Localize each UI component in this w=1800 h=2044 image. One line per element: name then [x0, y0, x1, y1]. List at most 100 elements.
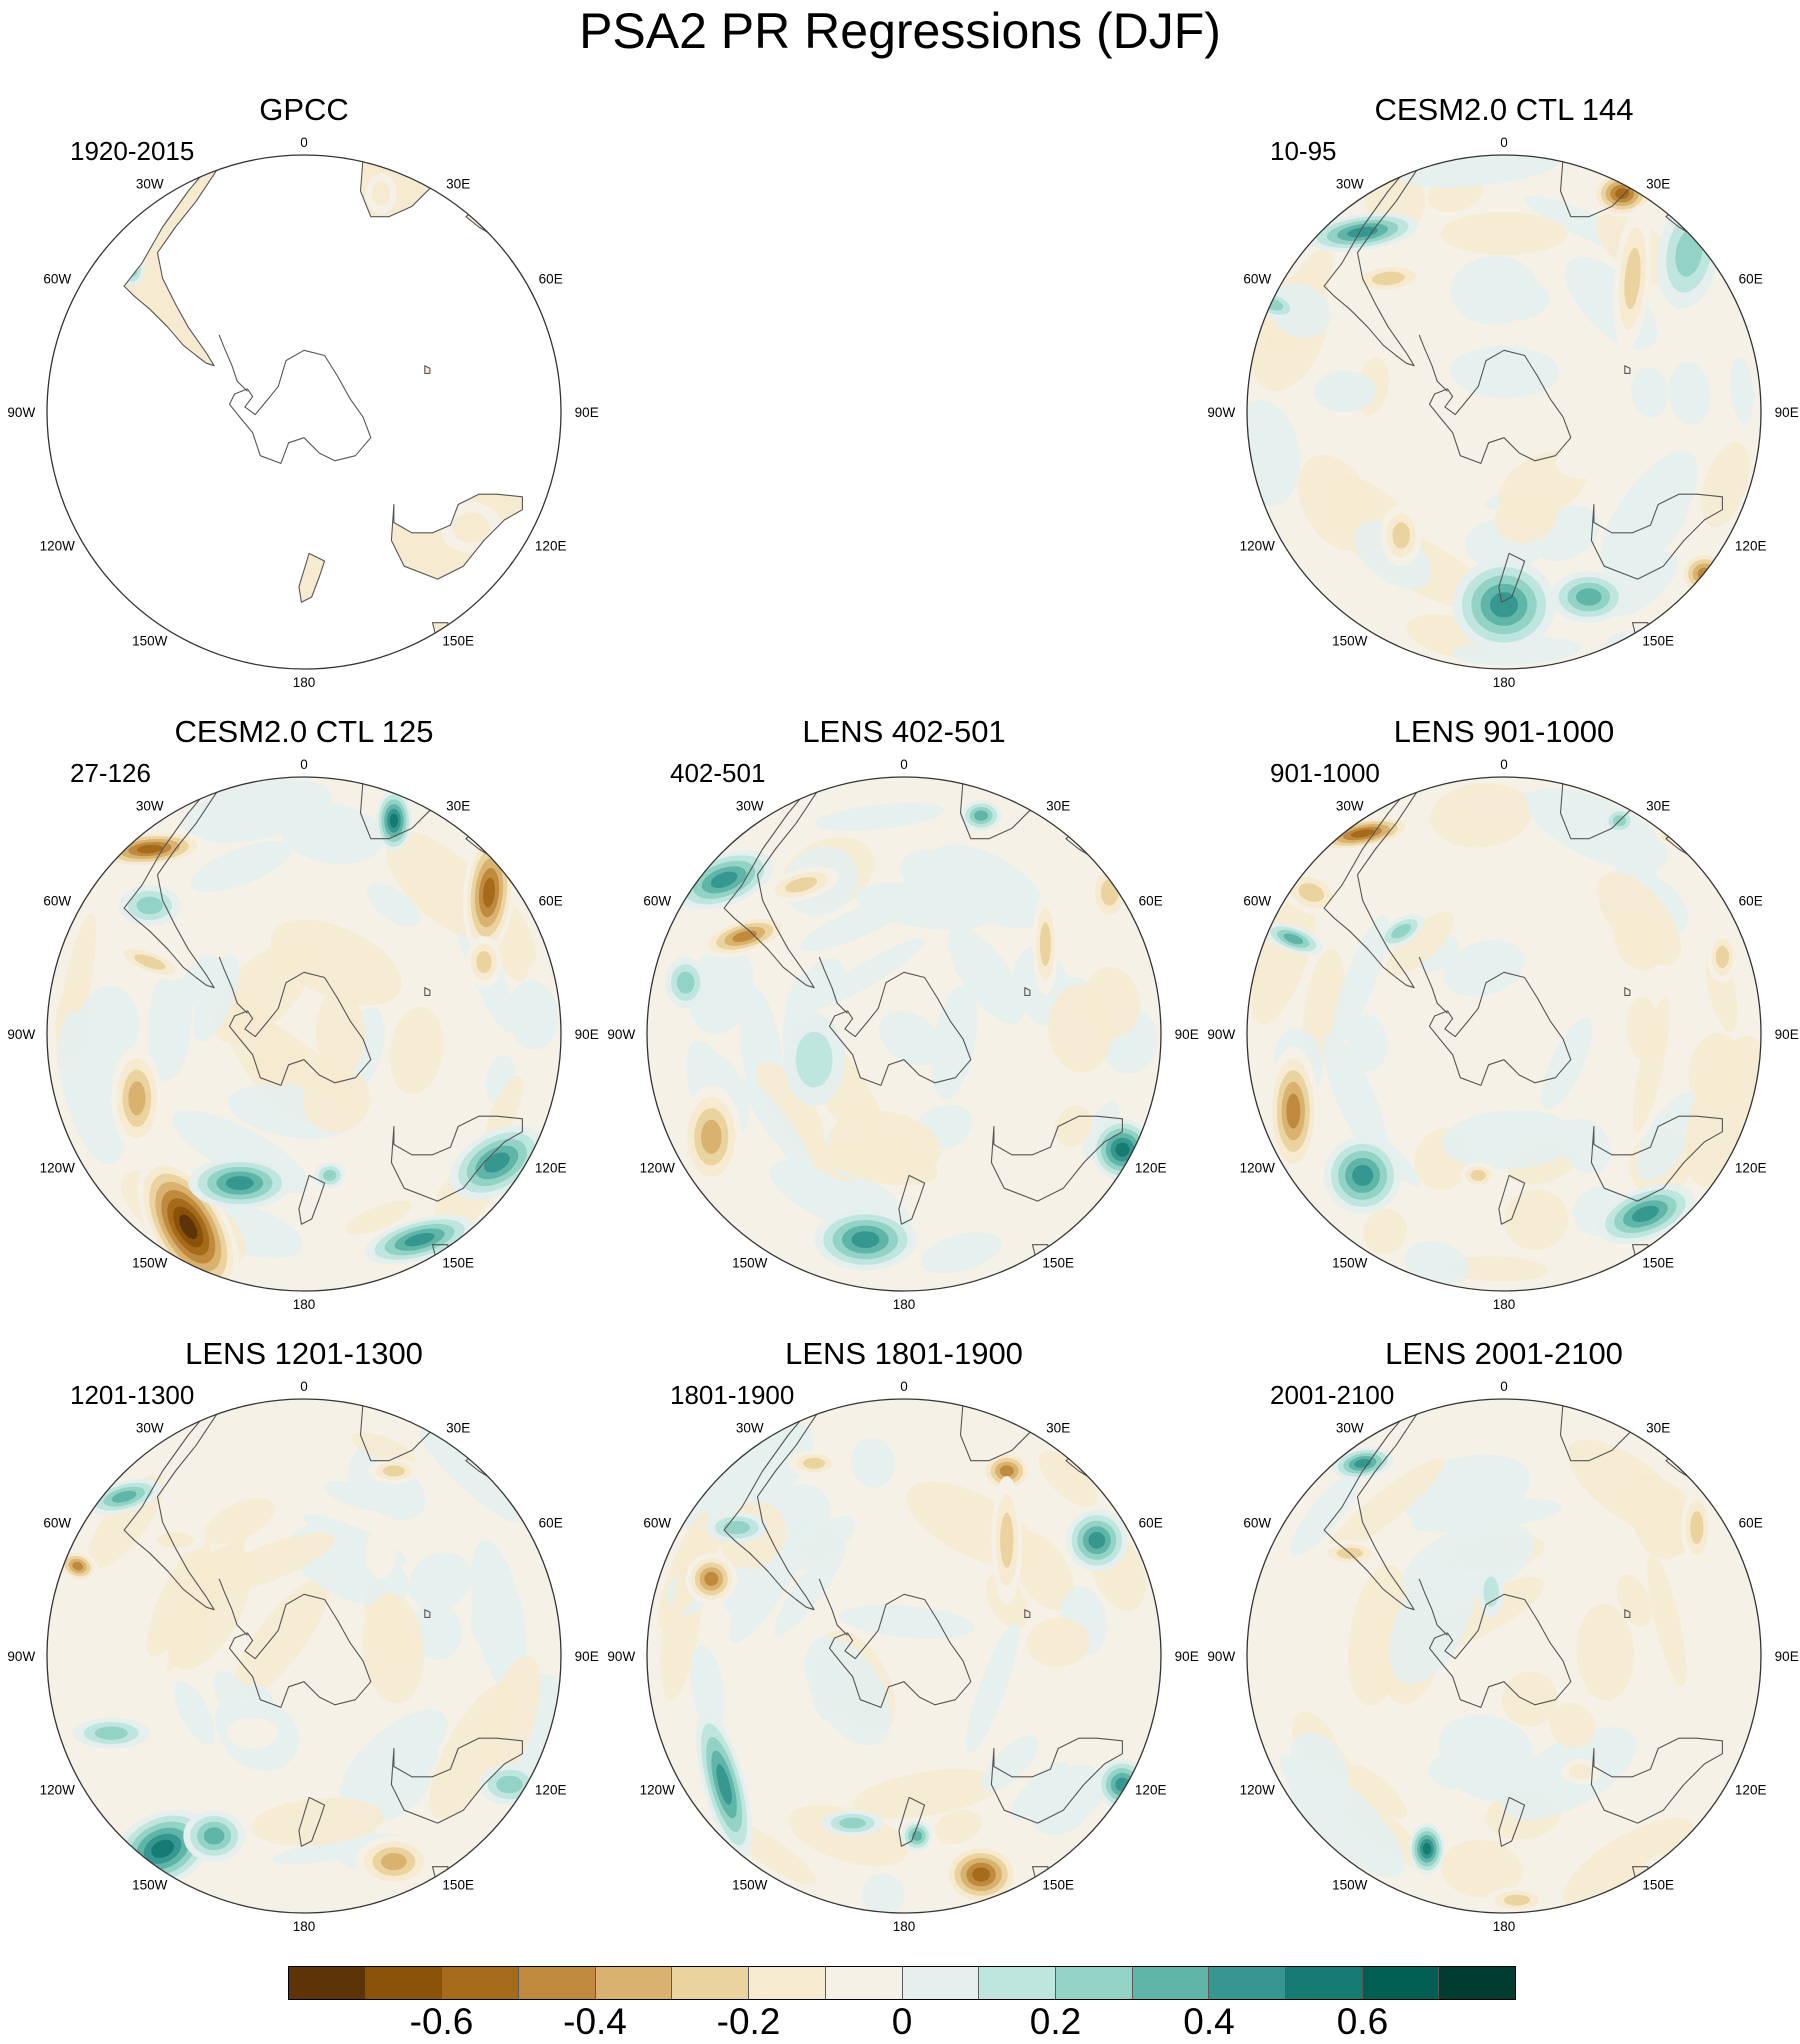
panel-period: 1920-2015	[70, 136, 195, 166]
longitude-label: 60E	[539, 1515, 563, 1530]
longitude-label: 60E	[1739, 1515, 1763, 1530]
polar-map: 0 30E 60E 90E 120E 150E 180 150W 120W 90W 60W 30W	[607, 1379, 1198, 1934]
longitude-label: 90W	[7, 405, 35, 420]
colorbar-swatch	[365, 1967, 443, 1999]
longitude-label: 120W	[1240, 1161, 1276, 1176]
panel-title: LENS 1801-1900	[785, 1336, 1023, 1371]
longitude-label: 120E	[1135, 1783, 1167, 1798]
longitude-label: 60W	[643, 1515, 671, 1530]
longitude-label: 30W	[136, 1420, 164, 1435]
longitude-label: 30W	[1336, 176, 1364, 191]
longitude-label: 60E	[539, 893, 563, 908]
panel-period: 27-126	[70, 758, 151, 788]
colorbar-swatch	[749, 1967, 826, 1999]
longitude-label: 30E	[1646, 176, 1670, 191]
longitude-label: 0	[1500, 757, 1508, 772]
longitude-label: 150W	[1332, 634, 1368, 649]
panel-title: GPCC	[259, 92, 349, 127]
longitude-label: 60W	[43, 1515, 71, 1530]
longitude-label: 90E	[1175, 1027, 1199, 1042]
longitude-label: 0	[900, 757, 908, 772]
longitude-label: 0	[1500, 135, 1508, 150]
map-panel-lens-402-501: LENS 402-501 402-501 0 30E 60E 90E 120E 150E 1…	[607, 714, 1198, 1314]
longitude-label: 30W	[136, 798, 164, 813]
longitude-label: 60E	[1139, 893, 1163, 908]
colorbar-tick-label: -0.2	[716, 2001, 781, 2042]
colorbar-swatch	[519, 1967, 596, 1999]
colorbar	[288, 1966, 1516, 2000]
panel-period: 901-1000	[1270, 758, 1380, 788]
longitude-label: 30E	[446, 798, 470, 813]
longitude-label: 90W	[607, 1027, 635, 1042]
map-panel-lens-1201-1300: LENS 1201-1300 1201-1300 0 30E 60E 90E 120E 1…	[7, 1336, 598, 1936]
longitude-label: 120W	[640, 1783, 676, 1798]
longitude-label: 120E	[535, 1161, 567, 1176]
longitude-label: 60E	[1739, 271, 1763, 286]
longitude-label: 90W	[7, 1027, 35, 1042]
map-panel-lens-901-1000: LENS 901-1000 901-1000 0 30E 60E 90E 120E 150…	[1207, 714, 1798, 1314]
longitude-label: 180	[1493, 1297, 1516, 1312]
longitude-label: 150W	[1332, 1256, 1368, 1271]
longitude-label: 120W	[1240, 1783, 1276, 1798]
longitude-label: 0	[300, 135, 308, 150]
longitude-label: 60W	[1243, 271, 1271, 286]
map-panel-lens-2001-2100: LENS 2001-2100 2001-2100 0 30E 60E 90E 120E 1…	[1207, 1336, 1798, 1936]
longitude-label: 120W	[640, 1161, 676, 1176]
longitude-label: 150E	[1042, 1878, 1074, 1893]
longitude-label: 30W	[736, 798, 764, 813]
polar-map: 0 30E 60E 90E 120E 150E 180 150W 120W 90W 60W 30W	[607, 757, 1198, 1312]
longitude-label: 120W	[40, 1161, 76, 1176]
panel-title: LENS 1201-1300	[185, 1336, 423, 1371]
longitude-label: 60E	[1139, 1515, 1163, 1530]
longitude-label: 90E	[575, 1027, 599, 1042]
colorbar-swatch	[442, 1967, 520, 1999]
longitude-label: 150E	[442, 1878, 474, 1893]
polar-map: 0 30E 60E 90E 120E 150E 180 150W 120W 90W 60W 30W	[7, 757, 598, 1312]
longitude-label: 90E	[1175, 1649, 1199, 1664]
polar-map: 0 30E 60E 90E 120E 150E 180 150W 120W 90W 60W 30W	[7, 1379, 598, 1934]
longitude-label: 90W	[1207, 1649, 1235, 1664]
longitude-label: 90W	[1207, 1027, 1235, 1042]
polar-map: 0 30E 60E 90E 120E 150E 180 150W 120W 90W 60W 30W	[7, 135, 598, 690]
longitude-label: 60W	[43, 271, 71, 286]
colorbar-swatch	[595, 1967, 673, 1999]
longitude-label: 120E	[535, 1783, 567, 1798]
longitude-label: 60W	[1243, 893, 1271, 908]
longitude-label: 150W	[1332, 1878, 1368, 1893]
longitude-label: 180	[1493, 675, 1516, 690]
longitude-label: 150E	[1042, 1256, 1074, 1271]
panel-period: 1801-1900	[670, 1380, 795, 1410]
colorbar-swatch	[902, 1967, 980, 1999]
longitude-label: 150E	[1642, 1256, 1674, 1271]
longitude-label: 90E	[1775, 1649, 1799, 1664]
panel-period: 402-501	[670, 758, 766, 788]
colorbar-tick-label: -0.6	[409, 2001, 474, 2042]
longitude-label: 150W	[732, 1256, 768, 1271]
colorbar-tick-label: 0	[891, 2001, 913, 2042]
colorbar-swatch	[1362, 1967, 1440, 1999]
panel-title: CESM2.0 CTL 125	[174, 714, 434, 749]
polar-map: 0 30E 60E 90E 120E 150E 180 150W 120W 90W 60W 30W	[1207, 1379, 1798, 1934]
longitude-label: 30E	[446, 176, 470, 191]
longitude-label: 30E	[1646, 798, 1670, 813]
colorbar-tick-label: 0.2	[1029, 2001, 1082, 2042]
colorbar-tick-label: 0.4	[1183, 2001, 1235, 2042]
longitude-label: 120E	[535, 539, 567, 554]
longitude-label: 0	[900, 1379, 908, 1394]
longitude-label: 150E	[442, 634, 474, 649]
longitude-label: 120E	[1735, 1161, 1767, 1176]
colorbar-swatch	[1209, 1967, 1286, 1999]
colorbar-swatch	[979, 1967, 1056, 1999]
longitude-label: 150W	[732, 1878, 768, 1893]
panel-period: 2001-2100	[1270, 1380, 1395, 1410]
longitude-label: 150E	[442, 1256, 474, 1271]
longitude-label: 120E	[1735, 539, 1767, 554]
longitude-label: 90E	[1775, 405, 1799, 420]
longitude-label: 30E	[1046, 798, 1070, 813]
map-panel-cesm2-ctl-144: CESM2.0 CTL 144 10-95 0 30E 60E 90E 120E 150E…	[1207, 92, 1798, 692]
colorbar-swatch	[1285, 1967, 1363, 1999]
longitude-label: 90W	[7, 1649, 35, 1664]
longitude-label: 0	[1500, 1379, 1508, 1394]
longitude-label: 30W	[1336, 798, 1364, 813]
longitude-label: 150W	[132, 634, 168, 649]
